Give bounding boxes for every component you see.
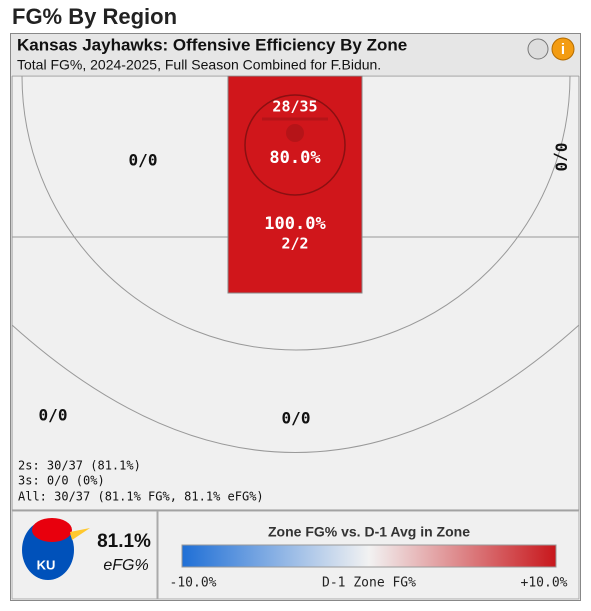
card-subtitle: Total FG%, 2024-2025, Full Season Combin… <box>17 57 381 73</box>
info-icon-text[interactable]: i <box>561 41 565 58</box>
stat-line: 2s: 30/37 (81.1%) <box>18 459 141 473</box>
legend-max: +10.0% <box>521 576 568 591</box>
zone-made: 0/0 <box>552 143 571 172</box>
stat-line: All: 30/37 (81.1% FG%, 81.1% eFG%) <box>18 490 264 504</box>
zone-pct: 80.0% <box>269 148 321 168</box>
paint-zone <box>227 75 363 294</box>
zone-made: 0/0 <box>39 406 68 425</box>
info-icon[interactable] <box>551 37 575 61</box>
legend-min: -10.0% <box>170 576 217 591</box>
zone-pct: 100.0% <box>264 214 326 234</box>
page-title: FG% By Region <box>12 4 177 29</box>
zone-made: 2/2 <box>281 235 308 253</box>
three-point-arc <box>21 75 571 351</box>
efg-value: 81.1% <box>97 531 151 552</box>
rim <box>286 124 304 142</box>
logo-beak <box>70 528 90 540</box>
legend-title: Zone FG% vs. D-1 Avg in Zone <box>268 524 470 540</box>
toggle-icon[interactable] <box>527 38 549 60</box>
zone-made: 0/0 <box>129 151 158 170</box>
logo-text: KU <box>37 557 56 572</box>
efg-label: eFG% <box>103 557 148 574</box>
zone-made: 28/35 <box>272 98 317 116</box>
logo-head <box>32 518 72 542</box>
stat-line: 3s: 0/0 (0%) <box>18 474 105 488</box>
card-title: Kansas Jayhawks: Offensive Efficiency By… <box>17 35 407 54</box>
legend-gradient <box>181 544 557 568</box>
card-header <box>11 34 580 75</box>
zone-made: 0/0 <box>282 409 311 428</box>
legend-center: D-1 Zone FG% <box>322 576 416 591</box>
outer-arc <box>11 324 580 453</box>
restricted-circle <box>244 94 346 196</box>
